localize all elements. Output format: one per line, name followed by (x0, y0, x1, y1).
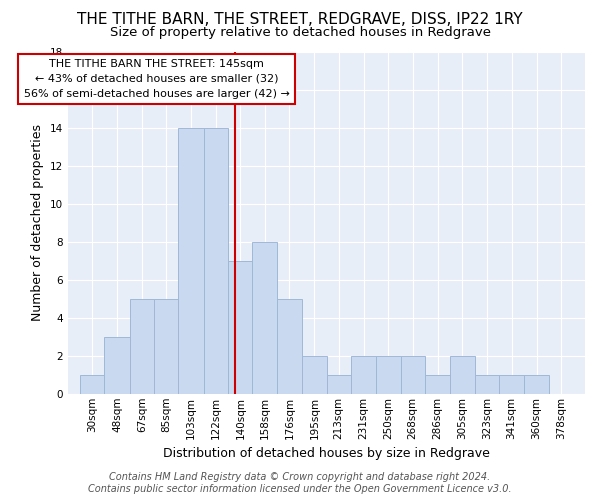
Text: THE TITHE BARN THE STREET: 145sqm
← 43% of detached houses are smaller (32)
56% : THE TITHE BARN THE STREET: 145sqm ← 43% … (24, 59, 290, 98)
Bar (451, 356, 475, 394)
Bar (104, 336, 130, 394)
Bar (425, 374, 451, 394)
Bar (253, 242, 277, 394)
X-axis label: Distribution of detached houses by size in Redgrave: Distribution of detached houses by size … (163, 447, 490, 460)
Text: THE TITHE BARN, THE STREET, REDGRAVE, DISS, IP22 1RY: THE TITHE BARN, THE STREET, REDGRAVE, DI… (77, 12, 523, 28)
Bar (178, 128, 204, 394)
Text: Size of property relative to detached houses in Redgrave: Size of property relative to detached ho… (110, 26, 491, 39)
Bar (475, 374, 499, 394)
Y-axis label: Number of detached properties: Number of detached properties (31, 124, 44, 321)
Bar (130, 298, 154, 394)
Bar (499, 374, 524, 394)
Text: Contains HM Land Registry data © Crown copyright and database right 2024.
Contai: Contains HM Land Registry data © Crown c… (88, 472, 512, 494)
Bar (302, 356, 326, 394)
Bar (277, 298, 302, 394)
Bar (80, 374, 104, 394)
Bar (326, 374, 351, 394)
Bar (154, 298, 178, 394)
Bar (351, 356, 376, 394)
Bar (376, 356, 401, 394)
Bar (228, 260, 253, 394)
Bar (401, 356, 425, 394)
Bar (524, 374, 548, 394)
Bar (204, 128, 228, 394)
